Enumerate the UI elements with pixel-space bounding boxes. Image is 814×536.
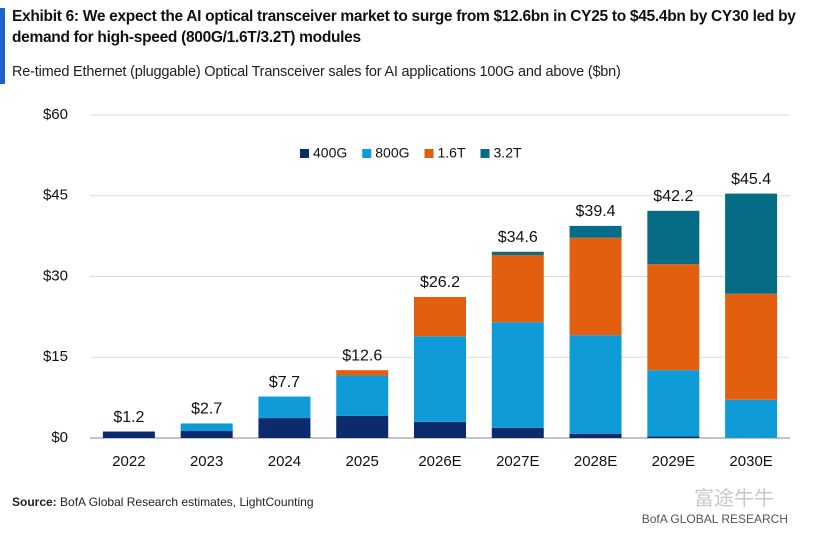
bar-segment — [336, 375, 389, 416]
bar-segment — [647, 436, 700, 438]
legend-label: 3.2T — [494, 145, 522, 161]
bar-segment — [491, 427, 544, 438]
bar-segment — [647, 210, 700, 265]
total-label: $2.7 — [191, 401, 222, 418]
total-label: $12.6 — [342, 347, 382, 364]
bar-segment — [725, 193, 778, 294]
y-tick-label: $0 — [51, 429, 68, 446]
bar-segment — [725, 293, 778, 400]
bar-segment — [258, 418, 311, 438]
bar-segment — [414, 296, 466, 337]
bar-segment — [647, 370, 700, 437]
bar-segment — [725, 399, 778, 438]
bar-segment — [569, 433, 622, 438]
y-tick-label: $60 — [43, 106, 68, 123]
bar-segment — [569, 225, 622, 238]
bar-segment — [647, 264, 700, 371]
x-tick-label: 2030E — [729, 453, 772, 470]
legend-swatch — [300, 149, 309, 158]
x-tick-label: 2024 — [268, 453, 301, 470]
total-label: $26.2 — [420, 274, 460, 291]
chart-subtitle: Re-timed Ethernet (pluggable) Optical Tr… — [12, 64, 621, 80]
x-tick-label: 2026E — [418, 453, 461, 470]
brand: BofA GLOBAL RESEARCH — [641, 512, 788, 526]
y-tick-label: $15 — [43, 348, 68, 365]
x-tick-label: 2023 — [190, 453, 223, 470]
total-label: $45.4 — [731, 171, 771, 188]
y-tick-label: $45 — [43, 187, 68, 204]
chart-title: Exhibit 6: We expect the AI optical tran… — [12, 8, 796, 46]
legend-label: 400G — [313, 145, 347, 161]
bar-segment — [414, 336, 466, 422]
total-label: $7.7 — [269, 374, 300, 391]
bar-segment — [414, 421, 466, 438]
legend-swatch — [424, 149, 434, 158]
source-text: BofA Global Research estimates, LightCou… — [60, 495, 314, 509]
bar-segment — [491, 254, 544, 323]
source: Source: BofA Global Research estimates, … — [12, 495, 314, 509]
legend-label: 1.6T — [438, 145, 466, 161]
bar-segment — [491, 251, 544, 255]
legend-label: 800G — [375, 145, 409, 161]
bar-segment — [491, 322, 544, 428]
bar-segment — [569, 237, 622, 336]
bar-segment — [336, 415, 389, 438]
legend-swatch — [362, 149, 372, 158]
bar-segment — [336, 370, 389, 376]
bar-segment — [569, 335, 622, 434]
bar-segment — [258, 396, 311, 419]
total-label: $34.6 — [498, 229, 538, 246]
y-tick-label: $30 — [43, 267, 68, 284]
bar-segment — [102, 431, 155, 438]
x-tick-label: 2022 — [112, 453, 145, 470]
accent-bar — [0, 8, 5, 84]
total-label: $39.4 — [576, 203, 616, 220]
x-tick-label: 2025 — [346, 453, 379, 470]
x-tick-label: 2027E — [496, 453, 539, 470]
watermark: 富途牛牛 — [694, 488, 774, 510]
bar-segment — [180, 431, 233, 438]
source-label: Source: — [12, 495, 57, 509]
x-tick-label: 2028E — [574, 453, 617, 470]
total-label: $42.2 — [653, 188, 693, 205]
legend-swatch — [480, 149, 490, 158]
x-tick-label: 2029E — [652, 453, 695, 470]
bar-segment — [180, 423, 233, 432]
total-label: $1.2 — [113, 409, 144, 426]
